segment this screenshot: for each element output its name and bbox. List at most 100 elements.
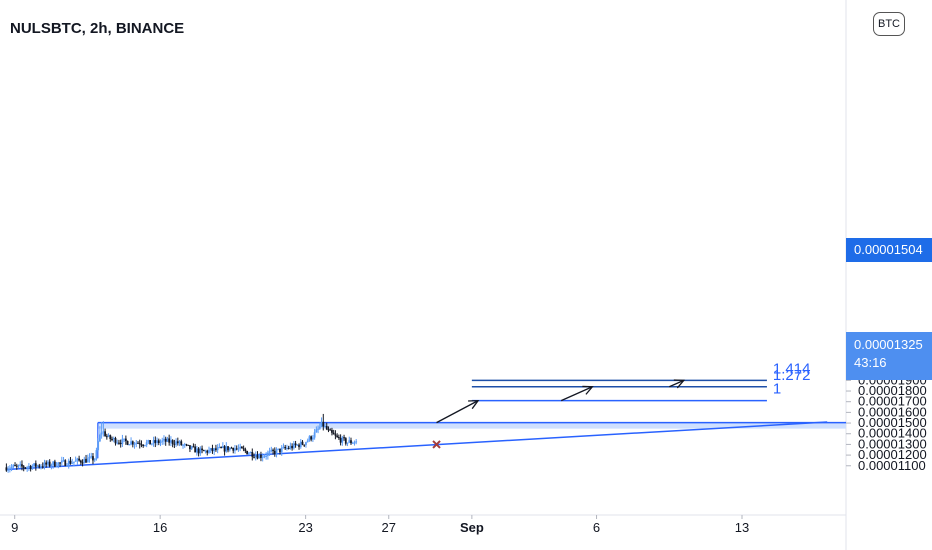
candle-body bbox=[76, 458, 79, 461]
candle-body bbox=[130, 441, 132, 445]
candle-body bbox=[322, 421, 325, 427]
candle-body bbox=[215, 448, 217, 451]
resistance-price-tag: 0.00001504 bbox=[846, 238, 932, 262]
candle-body bbox=[344, 438, 347, 444]
candle-body bbox=[67, 460, 70, 466]
candle-body bbox=[55, 466, 58, 468]
candle-body bbox=[353, 442, 356, 444]
candle-body bbox=[221, 446, 224, 448]
candle-body bbox=[268, 451, 271, 453]
candle-body bbox=[131, 441, 134, 445]
candle-body bbox=[60, 460, 63, 463]
candle-body bbox=[171, 440, 174, 444]
candle-body bbox=[85, 458, 87, 463]
candle-body bbox=[337, 436, 340, 439]
candle-body bbox=[303, 444, 306, 446]
candle-body bbox=[182, 444, 184, 446]
candle-body bbox=[121, 438, 124, 445]
candle-body bbox=[138, 443, 141, 445]
candle-body bbox=[66, 465, 68, 467]
candle-body bbox=[83, 458, 86, 464]
candle-body bbox=[249, 452, 252, 454]
candle-body bbox=[142, 444, 145, 446]
candle-body bbox=[88, 456, 91, 459]
candle-body bbox=[201, 448, 203, 451]
candle-body bbox=[128, 444, 131, 446]
projection-arrowhead bbox=[673, 379, 686, 389]
currency-button[interactable]: BTC bbox=[873, 12, 905, 36]
candle-body bbox=[256, 455, 259, 459]
candle-body bbox=[98, 434, 101, 442]
candle-body bbox=[232, 447, 235, 451]
candle-body bbox=[220, 446, 223, 448]
projection-arrowhead bbox=[582, 385, 594, 395]
resistance-price-value: 0.00001504 bbox=[854, 242, 923, 257]
last-price-tag: 0.00001325 43:16 bbox=[846, 332, 932, 380]
candle-body bbox=[339, 438, 342, 443]
candle-body bbox=[237, 448, 240, 450]
candle-body bbox=[306, 440, 309, 443]
candle-body bbox=[294, 443, 297, 446]
candle-body bbox=[273, 450, 276, 454]
candle-body bbox=[225, 446, 228, 452]
candle-body bbox=[185, 444, 188, 446]
candle-body bbox=[79, 460, 82, 463]
candle-body bbox=[116, 442, 119, 444]
candle-body bbox=[15, 465, 18, 467]
candle-body bbox=[246, 450, 248, 455]
candle-body bbox=[176, 441, 179, 444]
candle-body bbox=[310, 436, 313, 440]
candle-body bbox=[159, 441, 162, 443]
candle-body bbox=[346, 442, 349, 444]
candle-body bbox=[123, 438, 126, 440]
candle-body bbox=[168, 438, 171, 443]
candle-body bbox=[208, 450, 210, 453]
candle-body bbox=[284, 446, 287, 449]
candle-body bbox=[327, 429, 330, 431]
candle-body bbox=[317, 428, 319, 430]
candle-body bbox=[137, 442, 139, 444]
candle-body bbox=[291, 445, 294, 449]
ascending-trendline bbox=[6, 421, 828, 471]
candle-body bbox=[62, 460, 65, 462]
resistance-zone bbox=[97, 422, 846, 429]
candle-body bbox=[180, 441, 183, 446]
candle-body bbox=[86, 458, 89, 463]
candle-body bbox=[47, 461, 49, 465]
fib-level-label: 1 bbox=[773, 381, 781, 398]
candle-body bbox=[287, 447, 290, 449]
x-tick-label: 23 bbox=[298, 520, 312, 535]
candle-body bbox=[234, 448, 236, 451]
y-tick-label: 0.00001400 bbox=[858, 426, 927, 441]
candle-body bbox=[114, 438, 117, 444]
x-tick-label: 9 bbox=[11, 520, 18, 535]
candle-body bbox=[277, 448, 280, 450]
projection-arrow bbox=[436, 400, 479, 424]
candle-body bbox=[190, 446, 193, 450]
candle-body bbox=[332, 432, 335, 435]
candle-body bbox=[204, 450, 207, 452]
candle-body bbox=[230, 447, 233, 449]
candle-body bbox=[140, 444, 143, 446]
candle-body bbox=[27, 466, 30, 468]
y-tick-label: 0.00001800 bbox=[858, 383, 927, 398]
candle-body bbox=[301, 441, 304, 445]
candle-body bbox=[280, 447, 283, 453]
candle-body bbox=[194, 446, 197, 453]
candle-body bbox=[183, 444, 186, 446]
candle-body bbox=[90, 456, 93, 458]
candle-body bbox=[343, 437, 345, 439]
candle-body bbox=[260, 455, 262, 458]
candle-body bbox=[324, 426, 326, 428]
candle-body bbox=[152, 440, 155, 444]
symbol-title: NULSBTC, 2h, BINANCE bbox=[10, 20, 185, 37]
candle-body bbox=[209, 448, 212, 451]
candle-body bbox=[92, 456, 94, 461]
candle-body bbox=[12, 465, 15, 467]
candle-body bbox=[105, 436, 108, 438]
candle-body bbox=[50, 465, 53, 467]
candle-body bbox=[270, 449, 273, 452]
candle-body bbox=[187, 444, 190, 446]
